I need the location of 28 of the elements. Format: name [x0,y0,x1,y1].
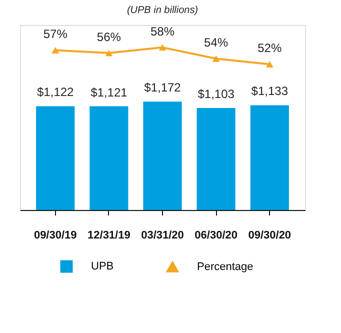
data-label: $1,121 [90,85,128,100]
data-label: 54% [204,36,228,50]
data-label: 57% [43,27,68,42]
bar [250,105,289,210]
bar [90,106,128,210]
legend-label: Percentage [197,260,254,273]
x-tick-label: 03/31/20 [141,230,184,242]
point [52,47,60,54]
x-tick-label: 06/30/20 [194,230,238,242]
x-tick-label: 09/30/19 [34,230,77,242]
data-label: 56% [96,30,122,44]
point [212,55,220,62]
data-label: $1,103 [198,86,235,101]
bar [36,106,75,210]
data-label: $1,122 [37,85,74,100]
point [105,50,113,56]
data-label: 58% [150,24,175,38]
data-label: $1,133 [251,84,288,98]
data-label: $1,172 [144,80,182,95]
point [266,61,274,68]
legend-label: UPB [91,260,114,273]
bar [143,102,182,210]
point [158,44,166,51]
bar [196,108,236,210]
x-tick-label: 12/31/19 [88,230,130,242]
x-tick-label: 09/30/20 [248,230,292,242]
data-label: 52% [258,41,282,56]
chart-title: (UPB in billions) [126,5,198,16]
